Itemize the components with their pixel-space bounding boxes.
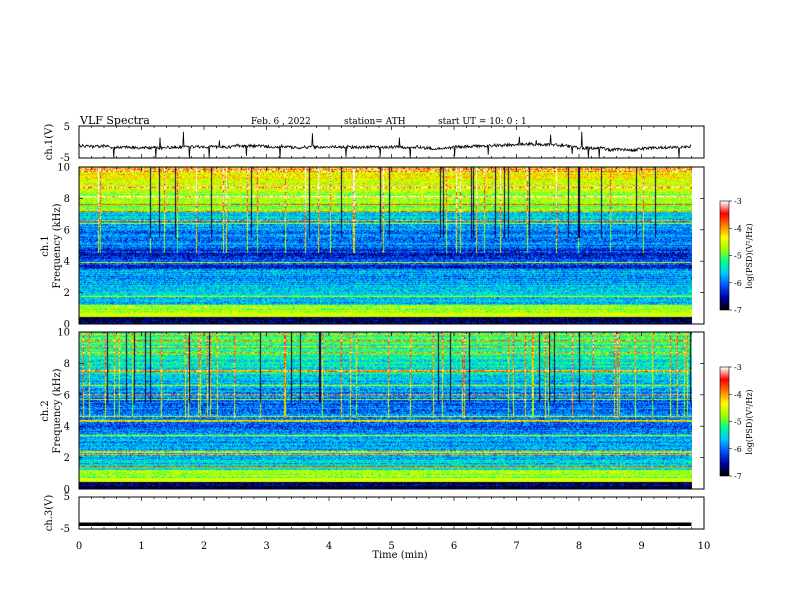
ch1-colorbar-tick-label: -5: [734, 252, 742, 261]
ch2-spectrogram-ytick-label: 2: [64, 453, 70, 464]
ch1-spectrogram-ytick-label: 4: [64, 257, 70, 268]
ch1-colorbar-tick-label: -4: [734, 224, 742, 233]
ch1-colorbar-tick-label: -7: [734, 306, 742, 315]
ch1-frequency-label: Frequency (kHz): [52, 203, 63, 288]
time-axis-tick-label: 9: [638, 541, 644, 552]
ch1-channel-label: ch.1: [40, 235, 51, 257]
time-axis-tick-label: 1: [138, 541, 144, 552]
ch1-colorbar-tick-label: -3: [734, 197, 742, 206]
time-axis-label: Time (min): [372, 550, 427, 561]
ch2-spectrogram-ytick-label: 0: [64, 485, 70, 496]
time-axis-tick-label: 2: [201, 541, 207, 552]
ch3-waveform-ylabel: ch.3(V): [44, 495, 55, 532]
time-axis-tick-label: 8: [576, 541, 582, 552]
ch2-colorbar-tick-label: -3: [734, 363, 742, 372]
time-axis-tick-label: 4: [326, 541, 332, 552]
ch2-colorbar-ticks: -3 -4 -5 -6 -7: [729, 363, 742, 481]
ch1-colorbar: -3 -4 -5 -6 -7 log(PSD)(V²/Hz): [719, 197, 754, 315]
ch2-colorbar: -3 -4 -5 -6 -7 log(PSD)(V²/Hz): [719, 363, 754, 481]
ch2-spectrogram-ytick-label: 4: [64, 422, 70, 433]
ch2-colorbar-gradient: [720, 367, 729, 476]
ch1-waveform-ylabel: ch.1(V): [44, 124, 55, 161]
ch2-colorbar-tick-label: -6: [734, 445, 742, 454]
ch1-spectrogram-ytick-label: 0: [64, 320, 70, 331]
figure-title: VLF Spectra: [79, 114, 150, 127]
ch1-waveform-frame: [78, 125, 705, 159]
ch2-colorbar-label: log(PSD)(V²/Hz): [745, 389, 754, 454]
ch2-colorbar-tick-label: -7: [734, 472, 742, 481]
ch1-spectrogram-ytick-label: 6: [64, 225, 70, 236]
ch2-channel-label: ch.2: [40, 400, 51, 422]
ch1-waveform-trace: [78, 131, 692, 159]
time-axis-tick-label: 0: [76, 541, 82, 552]
ch1-ytick-top: 5: [64, 122, 70, 133]
ch1-spectrogram-heatmap: [79, 167, 692, 324]
start-time-label: start UT = 10: 0 : 1: [438, 117, 527, 127]
time-axis: 0 1 2 3 4 5 6 7 8 9 10: [76, 541, 711, 552]
ch1-spectrogram-panel: 0 2 4 6 8 10 ch.1 Frequency (kHz): [40, 163, 705, 331]
ch1-colorbar-label: log(PSD)(V²/Hz): [745, 223, 754, 288]
ch1-spectrogram-ytick-label: 2: [64, 288, 70, 299]
ch2-spectrogram-ytick-label: 6: [64, 390, 70, 401]
time-axis-tick-label: 5: [388, 541, 394, 552]
ch1-spectrogram-yticks: 0 2 4 6 8 10: [57, 163, 704, 331]
time-axis-tick-label: 3: [263, 541, 269, 552]
ch2-spectrogram-heatmap: [79, 332, 692, 489]
ch1-ytick-bottom: -5: [60, 153, 70, 164]
ch1-waveform-panel: 5 -5 ch.1(V): [44, 122, 705, 164]
ch1-spectrogram-xticks: [78, 167, 705, 324]
ch3-ytick-top: 5: [64, 492, 70, 503]
ch2-colorbar-tick-label: -5: [734, 418, 742, 427]
ch1-spectrogram-ytick-label: 8: [64, 194, 70, 205]
ch2-spectrogram-xticks: [78, 332, 705, 489]
ch2-frequency-label: Frequency (kHz): [52, 368, 63, 453]
ch1-spectrogram-ytick-label: 10: [57, 163, 70, 174]
ch2-spectrogram-ytick-label: 10: [57, 328, 70, 339]
ch2-colorbar-tick-label: -4: [734, 390, 742, 399]
time-axis-tick-label: 10: [698, 541, 711, 552]
ch1-waveform-xticks: [78, 126, 705, 158]
ch1-colorbar-ticks: -3 -4 -5 -6 -7: [729, 197, 742, 315]
ch3-ytick-bottom: -5: [60, 524, 70, 535]
time-axis-tick-label: 7: [513, 541, 519, 552]
ch1-colorbar-tick-label: -6: [734, 279, 742, 288]
ch2-spectrogram-ytick-label: 8: [64, 359, 70, 370]
ch3-waveform-panel: 5 -5 ch.3(V): [44, 492, 705, 535]
ch1-colorbar-gradient: [720, 201, 729, 310]
date-label: Feb. 6 , 2022: [251, 117, 311, 127]
ch2-spectrogram-yticks: 0 2 4 6 8 10: [57, 328, 704, 496]
station-label: station= ATH: [344, 117, 406, 127]
ch2-spectrogram-panel: 0 2 4 6 8 10 ch.2 Frequency (kHz): [40, 328, 705, 496]
time-axis-tick-label: 6: [451, 541, 457, 552]
